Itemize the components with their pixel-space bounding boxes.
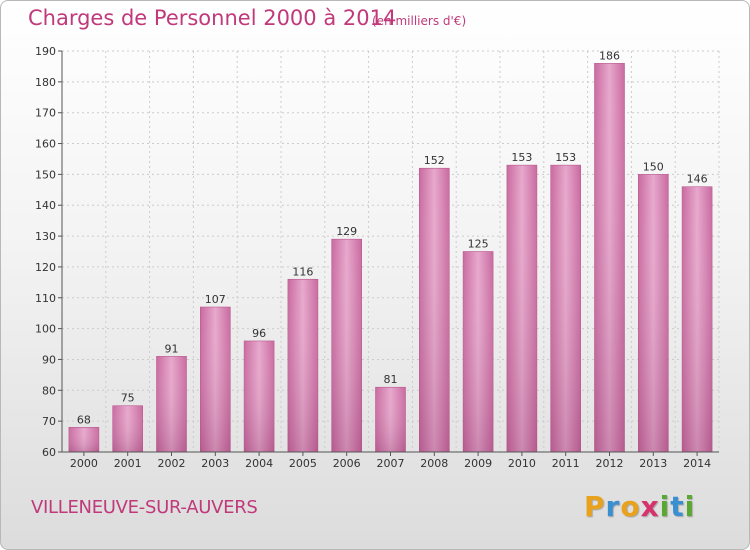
value-label: 146 [687, 173, 708, 186]
y-tick-label: 90 [42, 353, 56, 366]
bars: 68 75 91 107 96 116 129 81 152 125 153 153 186 150 146 [68, 49, 713, 453]
bar-shade [244, 340, 275, 452]
value-label: 81 [384, 373, 398, 386]
bar-shade [200, 307, 231, 452]
bar-shade [419, 168, 450, 452]
logo-letter: x [640, 490, 660, 523]
bar-shade [375, 387, 406, 452]
y-tick-label: 140 [35, 199, 56, 212]
logo-letter: i [659, 490, 671, 523]
bar-shade [287, 279, 318, 452]
bar-shade [682, 186, 713, 452]
value-label: 68 [77, 413, 91, 426]
x-tick-label: 2003 [201, 457, 229, 470]
logo-letter: r [605, 490, 621, 523]
x-tick-label: 2000 [70, 457, 98, 470]
chart-title: Charges de Personnel 2000 à 2014 [28, 6, 397, 30]
value-label: 152 [424, 154, 445, 167]
value-label: 91 [165, 342, 179, 355]
bar-shade [506, 165, 537, 452]
x-tick-label: 2009 [464, 457, 492, 470]
x-tick-label: 2006 [333, 457, 361, 470]
x-tick-label: 2001 [114, 457, 142, 470]
logo-letter: i [684, 490, 696, 523]
x-tick-label: 2011 [552, 457, 580, 470]
logo-letter: o [620, 490, 641, 523]
x-tick-label: 2007 [377, 457, 405, 470]
value-label: 150 [643, 160, 664, 173]
x-tick-label: 2013 [639, 457, 667, 470]
value-label: 116 [292, 265, 313, 278]
value-label: 186 [599, 49, 620, 62]
bar-shade [156, 356, 187, 452]
x-tick-label: 2002 [158, 457, 186, 470]
logo-letter: t [670, 490, 685, 523]
x-tick-label: 2010 [508, 457, 536, 470]
y-tick-label: 160 [35, 138, 56, 151]
bar-shade [463, 251, 494, 452]
x-tick-label: 2008 [420, 457, 448, 470]
value-label: 75 [121, 392, 135, 405]
y-tick-label: 130 [35, 230, 56, 243]
x-tick-label: 2004 [245, 457, 273, 470]
chart-subtitle: (en milliers d'€) [372, 14, 467, 28]
value-label: 129 [336, 225, 357, 238]
value-label: 153 [511, 151, 532, 164]
y-tick-label: 180 [35, 76, 56, 89]
proxiti-logo: Proxiti [584, 490, 695, 523]
bar-shade [550, 165, 581, 452]
y-tick-label: 60 [42, 446, 56, 459]
value-label: 153 [555, 151, 576, 164]
axes: 60 70 80 90 100 110 120 130 140 150 160 170 180 190 20… [35, 45, 719, 470]
y-tick-label: 110 [35, 292, 56, 305]
y-tick-label: 80 [42, 384, 56, 397]
y-tick-label: 150 [35, 168, 56, 181]
x-tick-label: 2014 [683, 457, 711, 470]
bar-shade [68, 427, 99, 452]
logo-letter: P [584, 490, 606, 523]
bar-shade [331, 239, 362, 452]
bar-shade [638, 174, 669, 452]
y-tick-label: 100 [35, 323, 56, 336]
bar-shade [594, 63, 625, 452]
value-label: 107 [205, 293, 226, 306]
commune-name: VILLENEUVE-SUR-AUVERS [31, 497, 258, 518]
x-tick-label: 2012 [596, 457, 624, 470]
y-tick-label: 120 [35, 261, 56, 274]
y-tick-label: 170 [35, 107, 56, 120]
value-label: 125 [468, 238, 489, 251]
bar-shade [112, 405, 143, 452]
y-tick-label: 190 [35, 45, 56, 58]
y-tick-label: 70 [42, 415, 56, 428]
x-tick-label: 2005 [289, 457, 317, 470]
value-label: 96 [252, 327, 266, 340]
